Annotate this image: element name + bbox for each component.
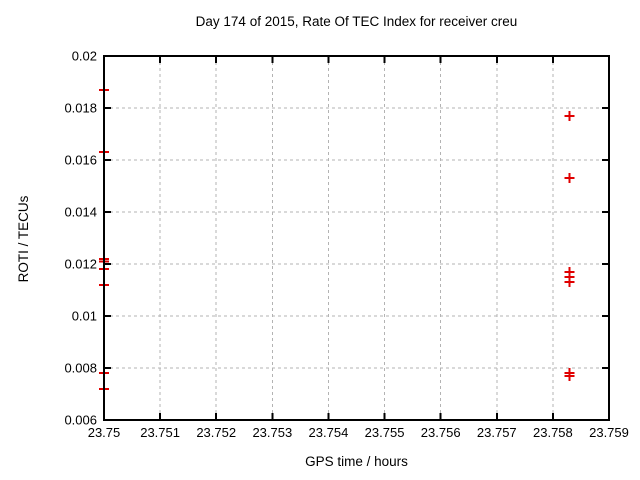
y-tick-label: 0.012 <box>64 257 97 272</box>
y-tick-label: 0.02 <box>72 49 97 64</box>
data-point <box>564 173 575 184</box>
y-tick-label: 0.014 <box>64 205 97 220</box>
x-tick-label: 23.758 <box>533 425 573 440</box>
x-tick-label: 23.753 <box>252 425 292 440</box>
y-tick-label: 0.006 <box>64 413 97 428</box>
plot-border <box>103 55 610 421</box>
x-tick-label: 23.75 <box>88 425 121 440</box>
y-axis-label: ROTI / TECUs <box>16 195 31 283</box>
chart-title: Day 174 of 2015, Rate Of TEC Index for r… <box>195 14 518 29</box>
y-tick-label: 0.016 <box>64 153 97 168</box>
x-tick-label: 23.757 <box>477 425 517 440</box>
x-tick-label: 23.754 <box>309 425 349 440</box>
x-axis-label: GPS time / hours <box>305 454 408 469</box>
x-tick-label: 23.752 <box>196 425 236 440</box>
y-tick-label: 0.008 <box>64 361 97 376</box>
x-tick-label: 23.756 <box>421 425 461 440</box>
x-tick-label: 23.751 <box>140 425 180 440</box>
data-point <box>564 277 575 288</box>
data-point <box>564 370 575 381</box>
x-tick-label: 23.759 <box>589 425 629 440</box>
x-tick-label: 23.755 <box>365 425 405 440</box>
y-tick-label: 0.01 <box>72 309 97 324</box>
data-point <box>564 110 575 121</box>
y-tick-label: 0.018 <box>64 101 97 116</box>
